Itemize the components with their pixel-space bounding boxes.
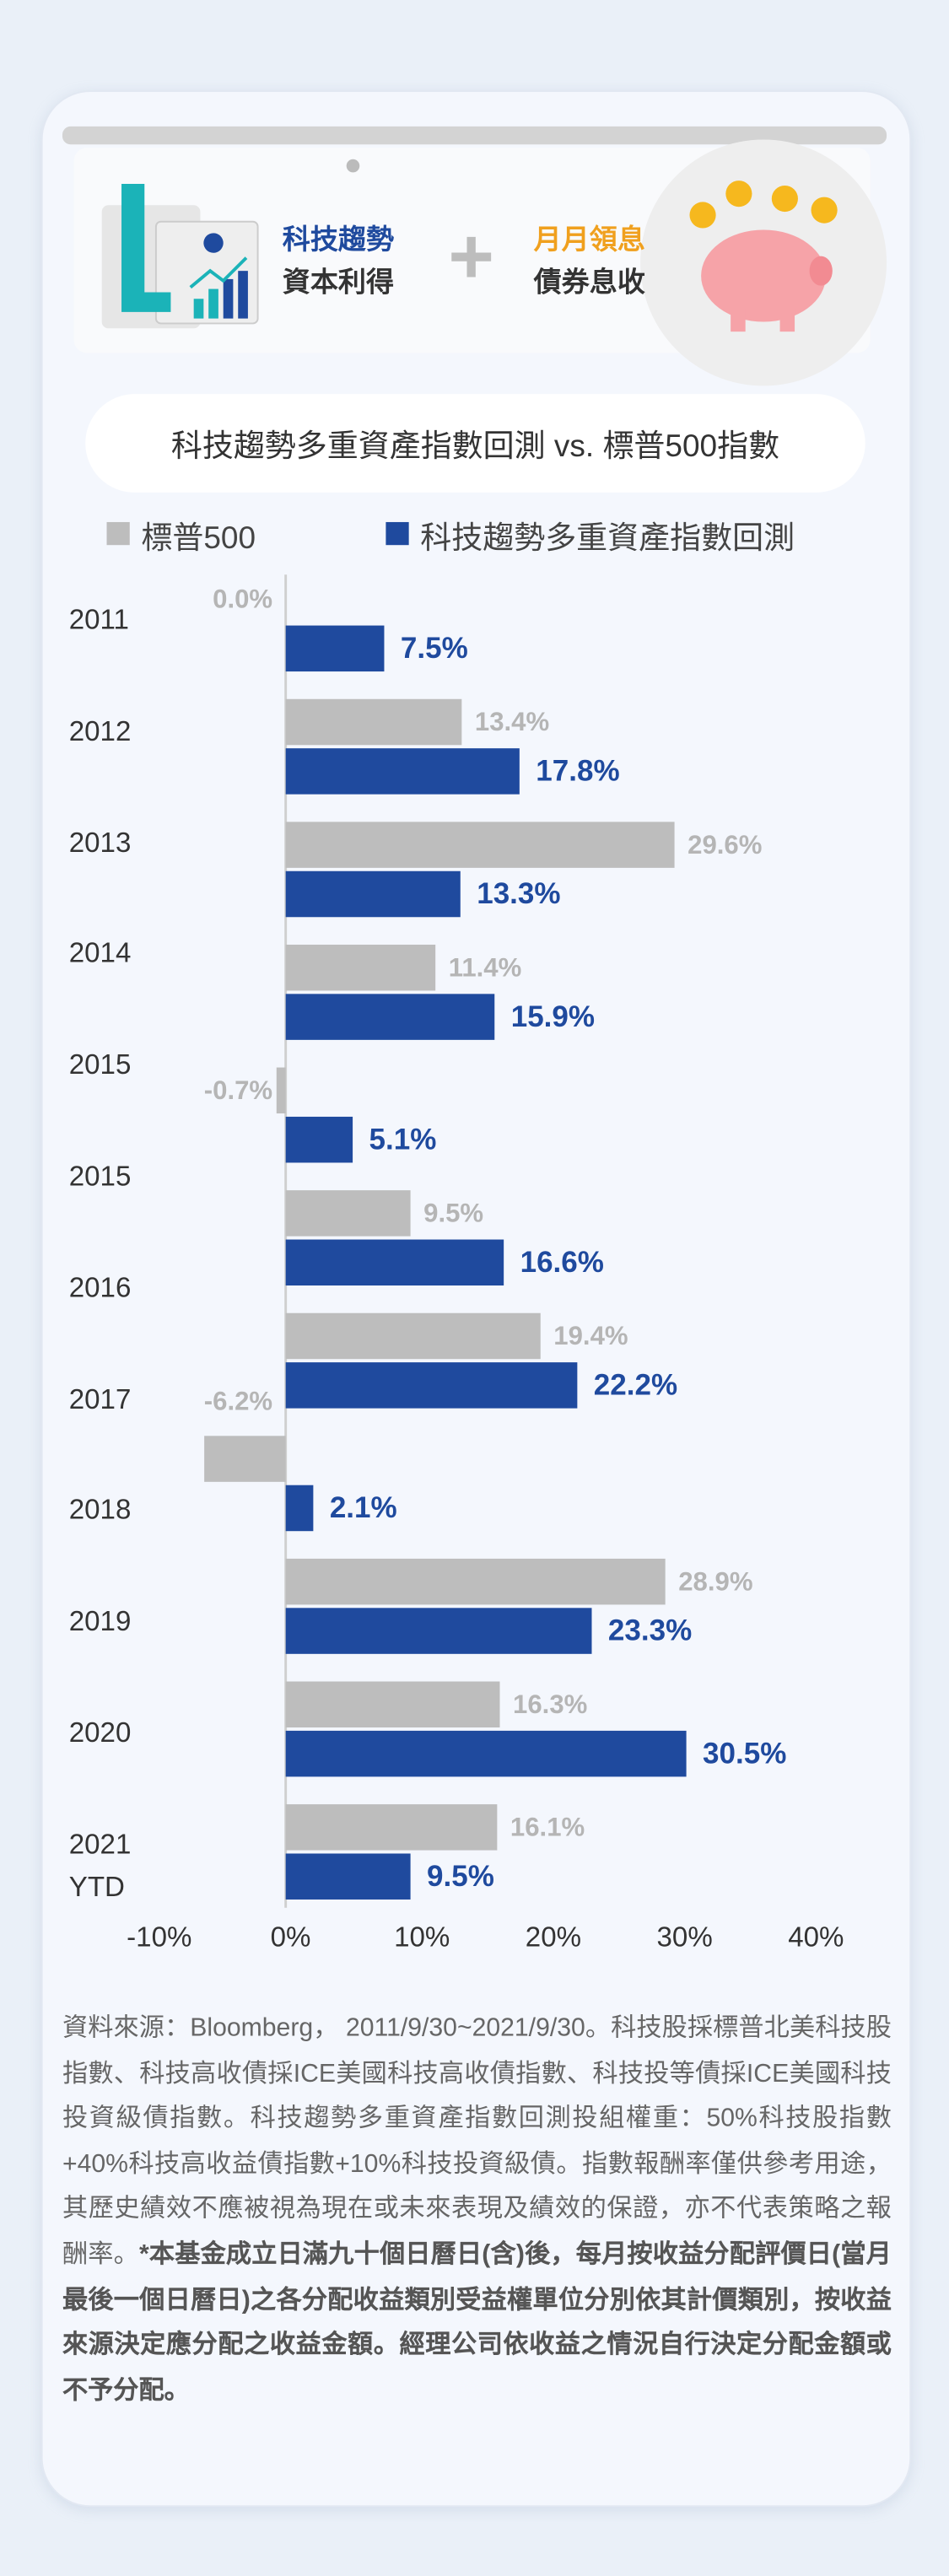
value-label: -0.7%: [204, 1075, 272, 1105]
value-label: 15.9%: [511, 1000, 595, 1033]
value-label: 16.1%: [510, 1813, 585, 1842]
value-label: 2.1%: [330, 1491, 397, 1524]
bar: [285, 1558, 666, 1605]
value-label: 11.4%: [449, 952, 522, 982]
row-label: 2015: [68, 1161, 132, 1193]
bar: [285, 1853, 411, 1900]
bar: [285, 1116, 353, 1163]
bar: [285, 1730, 687, 1777]
x-tick-label: 20%: [526, 1921, 581, 1953]
value-label: 9.5%: [427, 1860, 494, 1893]
row-label: 2017: [68, 1383, 132, 1415]
bar: [285, 1804, 498, 1851]
value-label: 19.4%: [553, 1321, 628, 1350]
x-tick-label: 40%: [788, 1921, 844, 1953]
dot: [346, 159, 360, 173]
value-label: 0.0%: [213, 585, 272, 614]
value-label: 23.3%: [608, 1614, 692, 1647]
footnote: 資料來源：Bloomberg， 2011/9/30~2021/9/30。科技股採…: [62, 2007, 892, 2414]
row-label: 2011: [68, 604, 129, 636]
bar: [285, 1190, 411, 1237]
bar: [285, 625, 385, 672]
legend-label: 標普500: [141, 521, 256, 557]
row-label: 2018: [68, 1494, 132, 1526]
row-label: 2014: [68, 938, 132, 970]
bar: [204, 1436, 286, 1482]
bar: [285, 1239, 504, 1286]
bar: [285, 1485, 314, 1532]
bar: [285, 1608, 592, 1654]
value-label: 7.5%: [401, 632, 468, 665]
footnote-bold: *本基金成立日滿九十個日曆日(含)後，每月按收益分配評價日(當月最後一個日曆日)…: [62, 2240, 892, 2405]
chart-icon: [101, 183, 259, 329]
row-label: 2013: [68, 827, 132, 859]
bar: [285, 994, 495, 1040]
x-tick-label: 10%: [394, 1921, 450, 1953]
value-label: 29.6%: [687, 830, 762, 860]
x-tick-label: 0%: [271, 1921, 311, 1953]
value-label: 9.5%: [423, 1199, 483, 1228]
value-label: 16.3%: [513, 1689, 587, 1719]
bar: [285, 1681, 500, 1728]
row-label: 2015: [68, 1049, 132, 1081]
legend-swatch: [106, 521, 130, 546]
footnote-text: 資料來源：Bloomberg， 2011/9/30~2021/9/30。科技股採…: [62, 2014, 892, 2269]
row-label: 2019: [68, 1605, 132, 1637]
bar: [285, 698, 462, 746]
left-sub: 資本利得: [283, 267, 394, 298]
bar: [285, 748, 520, 795]
plus: +: [448, 212, 494, 300]
row-label: 2016: [68, 1272, 132, 1304]
value-label: 16.6%: [520, 1246, 604, 1279]
left-title: 科技趨勢: [283, 224, 394, 256]
bar: [285, 944, 436, 991]
row-label: 2020: [68, 1716, 132, 1749]
value-label: 17.8%: [536, 755, 619, 788]
card: [40, 90, 912, 2508]
value-label: 28.9%: [678, 1566, 752, 1596]
bar: [285, 822, 675, 868]
row-label: 2012: [68, 715, 132, 747]
right-sub: 債券息收: [533, 266, 645, 298]
right-title: 月月領息: [534, 224, 645, 256]
bar: [285, 870, 461, 918]
x-tick-label: 30%: [657, 1921, 713, 1953]
value-label: 22.2%: [594, 1369, 677, 1402]
value-label: 30.5%: [703, 1737, 786, 1770]
bar: [276, 1067, 286, 1114]
x-tick-label: -10%: [127, 1921, 191, 1953]
piggy-icon: [640, 139, 887, 386]
value-label: -6.2%: [204, 1387, 272, 1416]
bar: [285, 1312, 541, 1360]
row-label: 2021 YTD: [68, 1828, 132, 1903]
value-label: 5.1%: [369, 1123, 437, 1156]
chart-title: 科技趨勢多重資產指數回測 vs. 標普500指數: [85, 394, 865, 493]
value-label: 13.4%: [475, 707, 549, 736]
value-label: 13.3%: [477, 877, 560, 910]
bar: [285, 1362, 578, 1409]
legend-swatch: [386, 521, 409, 546]
top-bar: [62, 126, 887, 145]
legend-label: 科技趨勢多重資產指數回測: [420, 521, 795, 557]
